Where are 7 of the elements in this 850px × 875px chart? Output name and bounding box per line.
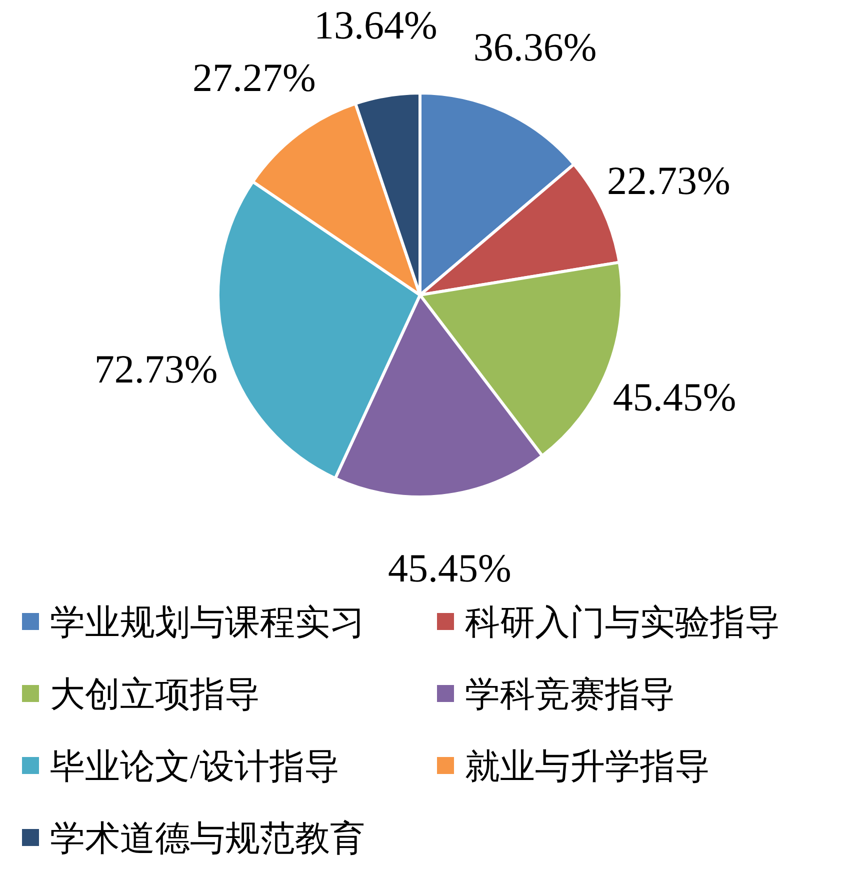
data-label: 27.27% bbox=[192, 54, 316, 100]
data-label: 22.73% bbox=[607, 158, 730, 203]
data-label: 13.64% bbox=[314, 2, 438, 48]
data-label: 45.45% bbox=[388, 545, 512, 590]
data-label: 36.36% bbox=[473, 24, 597, 70]
data-label: 72.73% bbox=[94, 346, 218, 392]
data-label: 45.45% bbox=[612, 374, 736, 420]
